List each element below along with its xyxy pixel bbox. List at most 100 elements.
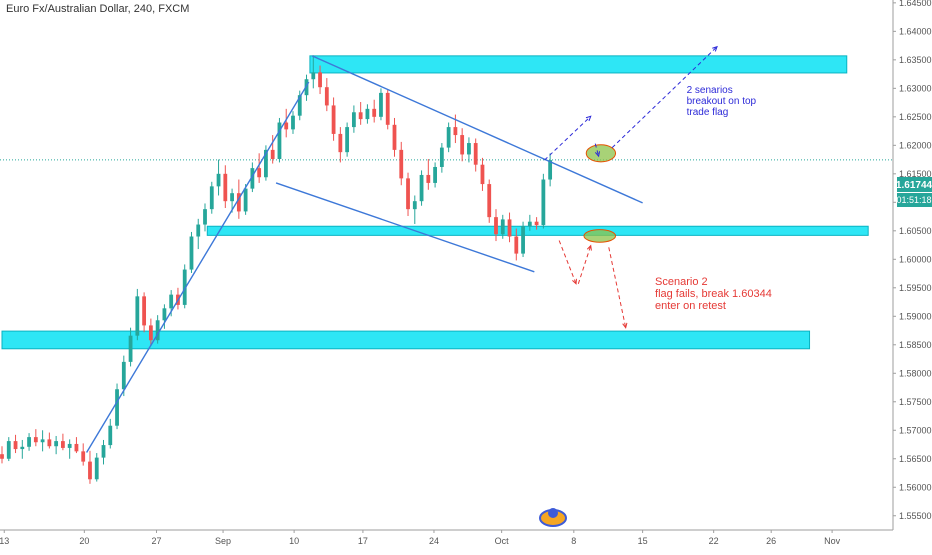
- support-resistance-zone: [1, 330, 811, 350]
- y-tick-label: 1.60000: [899, 254, 932, 264]
- candle-body: [433, 166, 437, 183]
- candle-body: [392, 124, 397, 150]
- candle-body: [534, 221, 539, 226]
- target-ellipse: [583, 229, 617, 243]
- candle-body: [33, 437, 38, 443]
- y-tick-label: 1.55500: [899, 511, 932, 521]
- chart-title: Euro Fx/Australian Dollar, 240, FXCM: [6, 3, 190, 15]
- candle-body: [284, 122, 289, 130]
- candle-body: [331, 105, 336, 134]
- y-tick-label: 1.58500: [899, 340, 932, 350]
- candle-body: [196, 224, 201, 237]
- bearish-scenario-arrow: [558, 240, 577, 284]
- bullish-scenario-arrow: [544, 115, 592, 161]
- candle-body: [203, 209, 207, 225]
- candle-body: [365, 108, 370, 120]
- candle-body: [277, 122, 282, 159]
- annotation-text: 2 senarios: [687, 85, 733, 96]
- candle-body: [230, 193, 234, 202]
- candle-body: [291, 115, 295, 130]
- y-tick-label: 1.63000: [899, 83, 932, 93]
- candle-body: [311, 72, 316, 80]
- candle-body: [473, 143, 478, 165]
- y-tick-label: 1.60500: [899, 226, 932, 236]
- candle-body: [527, 221, 532, 227]
- bearish-scenario-arrow-head: [572, 278, 577, 285]
- x-tick-label: Oct: [495, 536, 510, 546]
- candle-body: [467, 143, 471, 155]
- candle-body: [514, 236, 519, 254]
- candle-body: [494, 217, 498, 235]
- annotation-text: breakout on top: [687, 96, 757, 107]
- y-tick-label: 1.59000: [899, 311, 932, 321]
- x-tick-label: 15: [638, 536, 648, 546]
- candle-body: [13, 441, 18, 450]
- y-tick-label: 1.62000: [899, 140, 932, 150]
- x-tick-label: 26: [766, 536, 776, 546]
- candle-body: [264, 149, 268, 178]
- price-badge: 1.61744 01:51:18: [896, 177, 932, 207]
- candle-body: [412, 201, 417, 210]
- candle-body: [487, 184, 492, 218]
- candle-body: [507, 219, 512, 237]
- x-tick-label: 20: [79, 536, 89, 546]
- candles-layer: [0, 55, 553, 484]
- candle-body: [446, 127, 451, 148]
- candle-body: [250, 168, 255, 189]
- y-tick-label: 1.64000: [899, 26, 932, 36]
- bullish-scenario-arrow-head: [594, 151, 601, 158]
- candle-body: [243, 188, 248, 212]
- x-tick-label: 27: [152, 536, 162, 546]
- candle-body: [379, 92, 383, 117]
- candle-body: [406, 178, 410, 210]
- x-tick-label: 13: [0, 536, 9, 546]
- target-ellipse: [585, 144, 617, 163]
- candle-body: [61, 441, 65, 448]
- candle-body: [351, 112, 356, 128]
- candle-body: [74, 443, 79, 452]
- candle-body: [236, 193, 241, 212]
- candle-body: [385, 92, 390, 125]
- candle-body: [453, 127, 458, 136]
- drawings-layer: [85, 45, 718, 453]
- candle-body: [182, 269, 187, 305]
- tradingview-logo[interactable]: [539, 508, 567, 527]
- y-tick-label: 1.57500: [899, 397, 932, 407]
- candle-body: [67, 443, 72, 448]
- candle-body: [338, 133, 343, 153]
- candle-body: [27, 437, 31, 447]
- candle-body: [94, 457, 99, 480]
- candle-body: [297, 95, 302, 116]
- candle-body: [460, 135, 465, 155]
- y-tick-label: 1.61500: [899, 169, 932, 179]
- candle-body: [223, 173, 228, 202]
- candle-body: [399, 149, 404, 179]
- candle-body: [115, 389, 119, 426]
- last-price-badge-bg: [897, 177, 932, 192]
- annotation-text: enter on retest: [655, 300, 726, 312]
- x-tick-label: 8: [571, 536, 576, 546]
- candle-body: [257, 168, 262, 178]
- annotation-text: flag fails, break 1.60344: [655, 288, 772, 300]
- bullish-scenario-arrow-head: [585, 115, 592, 122]
- candle-body: [358, 112, 363, 120]
- bullish-scenario-arrow-head: [712, 45, 718, 52]
- y-tick-label: 1.58000: [899, 368, 932, 378]
- candle-body: [521, 226, 525, 254]
- candle-body: [128, 335, 133, 362]
- candle-body: [318, 72, 322, 88]
- x-tick-label: 10: [289, 536, 299, 546]
- trendline: [311, 55, 643, 204]
- candle-body: [189, 236, 194, 270]
- x-tick-label: Sep: [215, 536, 231, 546]
- candle-body: [541, 179, 546, 226]
- candle-body: [548, 160, 553, 180]
- logo-dot: [548, 508, 558, 518]
- y-tick-label: 1.62500: [899, 112, 932, 122]
- candle-body: [121, 361, 126, 390]
- candle-body: [419, 174, 424, 202]
